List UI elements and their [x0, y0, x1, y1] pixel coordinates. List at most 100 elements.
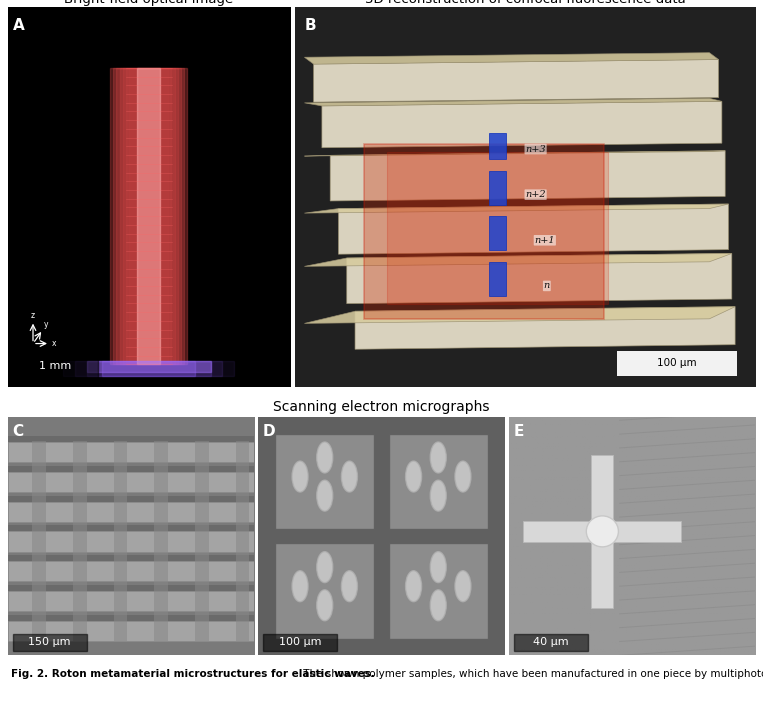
Polygon shape [304, 98, 722, 106]
Ellipse shape [317, 442, 333, 473]
Bar [489, 262, 506, 296]
Polygon shape [304, 151, 725, 156]
Bar [137, 68, 160, 364]
Bar [489, 133, 506, 159]
Text: Fig. 2. Roton metamaterial microstructures for elastic waves.: Fig. 2. Roton metamaterial microstructur… [11, 669, 375, 680]
Bar [8, 556, 254, 561]
Bar [120, 68, 178, 364]
Bar [114, 441, 127, 641]
Circle shape [586, 516, 618, 547]
Text: D: D [263, 424, 275, 439]
Bar [389, 434, 488, 529]
Bar [73, 441, 86, 641]
Bar [8, 532, 254, 551]
Bar [123, 68, 175, 364]
FancyBboxPatch shape [13, 353, 98, 380]
Bar [8, 585, 254, 591]
Bar [8, 496, 254, 501]
Text: 40 μm: 40 μm [533, 637, 568, 647]
Text: x: x [52, 339, 56, 348]
FancyBboxPatch shape [513, 634, 588, 651]
Ellipse shape [292, 461, 308, 492]
Text: n+1: n+1 [535, 235, 555, 245]
Bar [75, 361, 222, 376]
Bar [591, 532, 613, 608]
Text: B: B [304, 18, 316, 33]
Text: 100 μm: 100 μm [278, 637, 321, 647]
Bar [489, 216, 506, 250]
Ellipse shape [455, 571, 471, 601]
Bar [195, 441, 209, 641]
FancyBboxPatch shape [263, 634, 337, 651]
Ellipse shape [317, 590, 333, 621]
Ellipse shape [292, 571, 308, 601]
Bar [275, 434, 374, 529]
Bar [617, 351, 737, 376]
Title: Bright-field optical image: Bright-field optical image [64, 0, 233, 6]
Text: z: z [31, 311, 35, 320]
Text: A: A [13, 18, 25, 33]
Bar [8, 442, 254, 462]
Text: n+3: n+3 [525, 145, 546, 154]
Bar [523, 521, 602, 542]
Bar [86, 361, 211, 376]
Bar [32, 441, 46, 641]
Bar [388, 152, 608, 304]
Bar [591, 455, 613, 532]
Bar [117, 68, 181, 364]
Bar [154, 441, 168, 641]
Ellipse shape [406, 461, 422, 492]
Ellipse shape [430, 590, 446, 621]
Bar [389, 544, 488, 639]
Bar [129, 68, 169, 364]
Polygon shape [304, 253, 732, 266]
Bar [602, 521, 681, 542]
Bar [8, 501, 254, 522]
Text: The shown polymer samples, which have been manufactured in one piece by multipho: The shown polymer samples, which have be… [300, 669, 763, 680]
Text: 100 μm: 100 μm [658, 358, 697, 368]
Polygon shape [339, 204, 729, 255]
Bar [8, 615, 254, 621]
Polygon shape [314, 59, 719, 102]
FancyBboxPatch shape [12, 634, 86, 651]
Bar [8, 561, 254, 582]
Bar [8, 621, 254, 641]
Bar [114, 68, 184, 364]
Ellipse shape [317, 551, 333, 582]
Bar [275, 544, 374, 639]
Polygon shape [304, 204, 729, 213]
Polygon shape [355, 307, 735, 349]
Polygon shape [322, 102, 722, 148]
Text: Scanning electron micrographs: Scanning electron micrographs [273, 400, 490, 414]
Bar [364, 144, 604, 319]
Bar [8, 525, 254, 532]
Bar [8, 466, 254, 472]
Bar [63, 361, 234, 376]
Text: C: C [12, 424, 24, 439]
Ellipse shape [430, 551, 446, 582]
Bar [489, 171, 506, 204]
Polygon shape [304, 53, 719, 64]
Polygon shape [304, 307, 735, 324]
Text: 1 mm: 1 mm [40, 362, 72, 372]
Ellipse shape [341, 461, 357, 492]
Text: 150 μm: 150 μm [28, 637, 71, 647]
Bar [8, 472, 254, 492]
Bar [236, 441, 250, 641]
Bar [8, 436, 254, 442]
Ellipse shape [406, 571, 422, 601]
Text: E: E [513, 424, 524, 439]
Ellipse shape [317, 480, 333, 511]
Bar [8, 591, 254, 611]
Title: 3D reconstruction of confocal fluorescence data: 3D reconstruction of confocal fluorescen… [365, 0, 686, 6]
Text: n: n [544, 281, 550, 290]
Bar [86, 361, 211, 372]
Bar [126, 68, 172, 364]
Text: n+2: n+2 [525, 190, 546, 199]
Ellipse shape [341, 571, 357, 601]
Polygon shape [346, 253, 732, 304]
Bar [102, 361, 195, 376]
Ellipse shape [455, 461, 471, 492]
Text: y: y [43, 320, 48, 329]
Ellipse shape [430, 442, 446, 473]
